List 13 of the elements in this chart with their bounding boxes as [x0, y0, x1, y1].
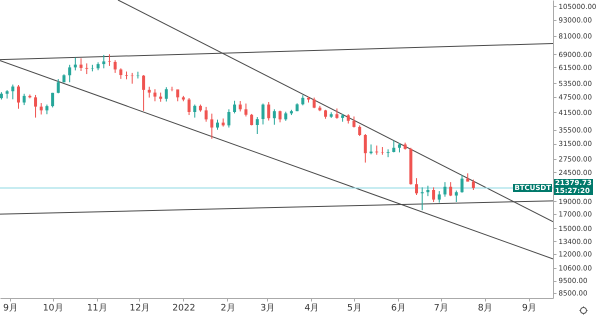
- x-tick-label: 5月: [347, 304, 362, 314]
- x-tick-label: 4月: [304, 304, 320, 314]
- x-tick-label: 2月: [220, 304, 236, 314]
- x-tick-label: 10月: [42, 304, 64, 314]
- x-tick-label: 6月: [391, 304, 406, 314]
- x-tick-label: 9月: [3, 304, 18, 314]
- x-tick-label: 7月: [434, 304, 449, 314]
- x-tick-label: 12月: [130, 304, 150, 314]
- x-tick-label: 11月: [86, 304, 108, 314]
- x-tick-label: 2022: [172, 304, 196, 314]
- x-tick-label: 9月: [522, 304, 537, 314]
- x-tick-label: 3月: [260, 304, 276, 314]
- x-tick-label: 8月: [478, 304, 493, 314]
